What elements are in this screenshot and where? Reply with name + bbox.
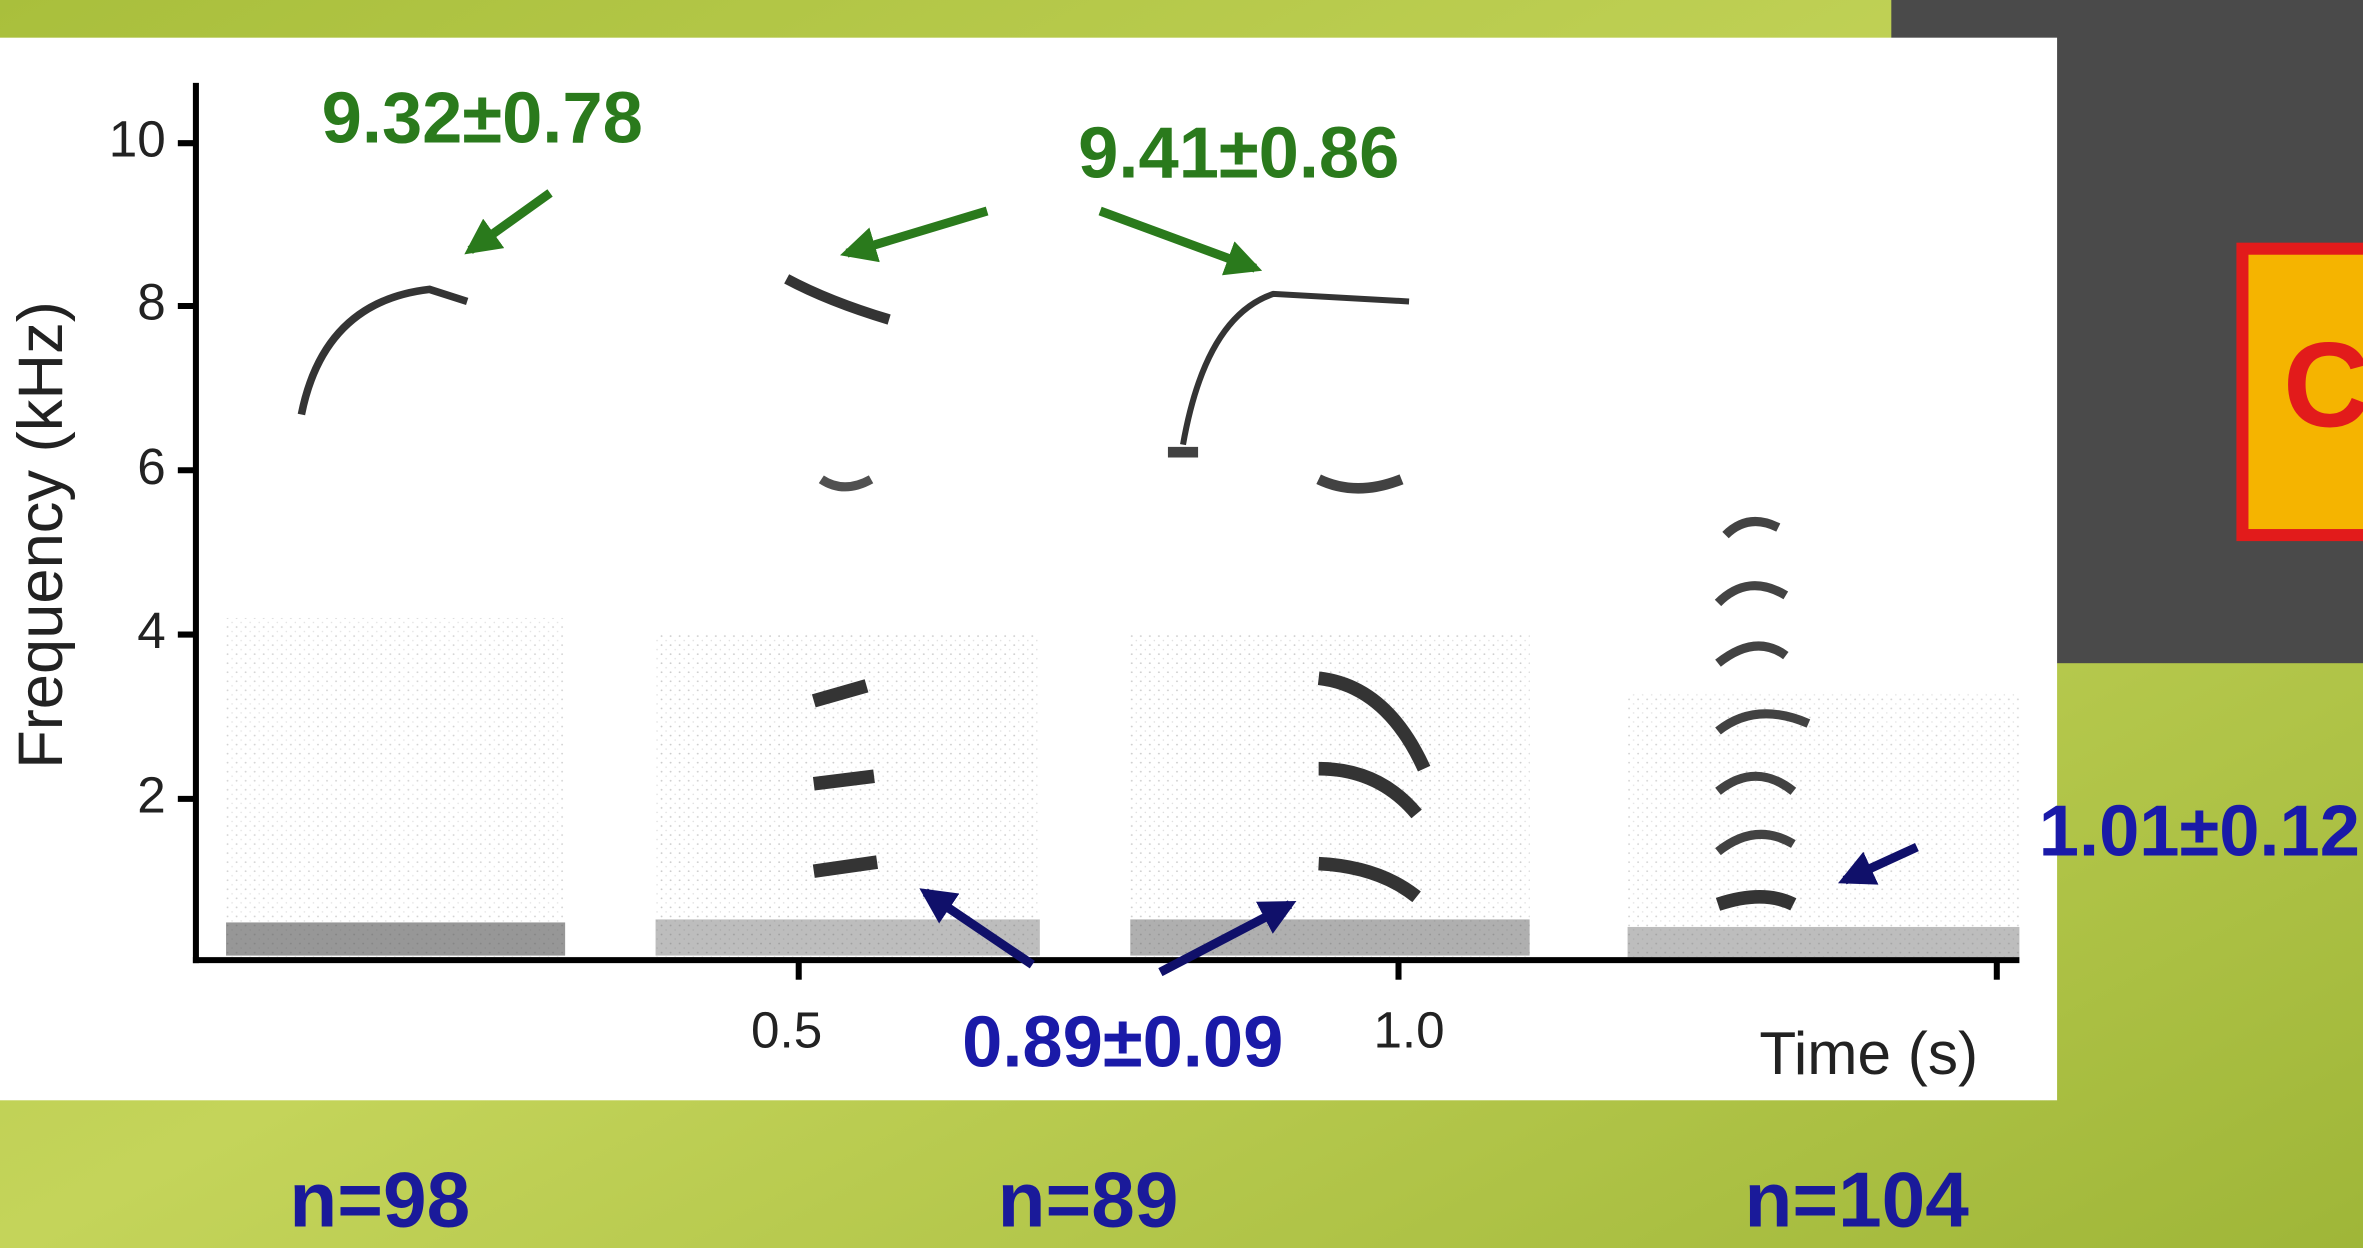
sample-size: n=104: [1744, 1155, 1969, 1243]
annotation: 9.41±0.86: [1078, 113, 1399, 193]
annotation: 1.01±0.12: [2039, 792, 2360, 872]
y-axis-label: Frequency (kHz): [6, 301, 76, 769]
x-axis-label: Time (s): [1759, 1019, 1978, 1087]
y-tick-label: 10: [109, 111, 166, 168]
y-tick-label: 2: [137, 766, 165, 823]
sample-size: n=98: [289, 1155, 470, 1243]
y-tick-label: 4: [137, 602, 165, 659]
y-tick-label: 6: [137, 438, 165, 495]
x-tick-label: 1.0: [1373, 1001, 1444, 1058]
side-box-text: C: [2283, 318, 2363, 453]
annotation: 9.32±0.78: [322, 79, 643, 159]
slide: C 10 8 6 4 2 Frequency (kHz) 0.5 1.0 T: [0, 0, 2363, 1248]
page: {"figure": {"y_label": "Frequency (kHz)"…: [0, 0, 2363, 1248]
x-tick-label: 0.5: [751, 1001, 822, 1058]
annotation: 0.89±0.09: [962, 1003, 1283, 1083]
y-tick-label: 8: [137, 273, 165, 330]
sample-size: n=89: [998, 1155, 1179, 1243]
